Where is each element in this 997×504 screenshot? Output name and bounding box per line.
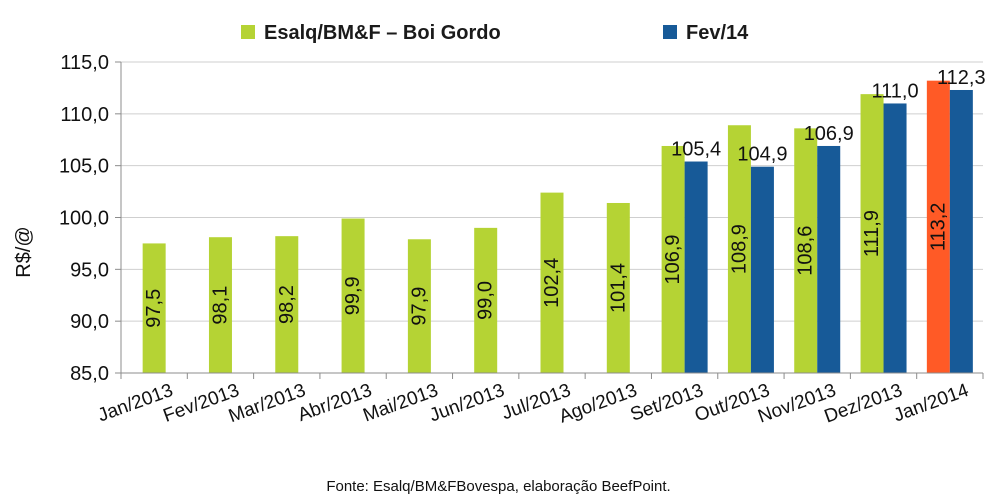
bar-esalq xyxy=(606,202,630,373)
bar-esalq xyxy=(860,94,884,374)
data-label-esalq: 99,0 xyxy=(475,281,497,320)
y-tick-label: 90,0 xyxy=(70,311,109,333)
y-tick-label: 85,0 xyxy=(70,363,109,385)
y-tick-label: 115,0 xyxy=(60,52,109,74)
legend: Esalq/BM&F – Boi Gordo Fev/14 xyxy=(241,22,749,44)
data-label-esalq: 98,2 xyxy=(276,285,298,324)
legend-label-esalq: Esalq/BM&F – Boi Gordo xyxy=(264,22,501,44)
data-label-esalq: 108,9 xyxy=(728,224,750,274)
x-tick-label: Abr/2013 xyxy=(295,380,375,426)
x-tick-label: Mai/2013 xyxy=(360,380,441,426)
y-tick-label: 95,0 xyxy=(70,259,109,281)
bar-esalq xyxy=(794,128,818,373)
data-label-esalq: 106,9 xyxy=(662,234,684,284)
legend-label-fev14: Fev/14 xyxy=(686,22,749,44)
data-label-esalq: 97,9 xyxy=(408,287,430,326)
data-label-esalq: 113,2 xyxy=(927,203,949,252)
value-labels: 97,5 98,1 98,2 99,9 97,9 99,0 102,4 101,4 106,9 1… xyxy=(143,67,985,328)
data-label-esalq: 111,9 xyxy=(861,210,883,257)
data-label-esalq: 108,6 xyxy=(795,226,817,276)
bar-fev14 xyxy=(684,161,708,373)
y-tick-label: 110,0 xyxy=(60,104,109,126)
data-label-esalq: 102,4 xyxy=(541,258,563,308)
bar-esalq xyxy=(341,218,365,373)
bar-esalq xyxy=(142,243,166,373)
bar-esalq xyxy=(474,227,498,373)
y-axis-ticks: 85,0 90,0 95,0 100,0 105,0 110,0 115,0 xyxy=(59,52,121,385)
data-label-esalq: 97,5 xyxy=(143,289,165,328)
bar-esalq xyxy=(727,125,751,373)
data-label-fev14: 111,0 xyxy=(871,80,918,102)
x-tick-label: Mar/2013 xyxy=(226,380,309,427)
bar-esalq xyxy=(540,192,564,373)
x-tick-label: Jan/2014 xyxy=(891,380,972,427)
x-tick-label: Jun/2013 xyxy=(427,380,508,426)
data-label-fev14: 105,4 xyxy=(671,139,721,161)
data-label-esalq: 101,4 xyxy=(607,263,629,313)
bar-esalq xyxy=(208,237,232,373)
bar-esalq xyxy=(275,236,299,373)
axes xyxy=(120,62,983,374)
legend-swatch-fev14 xyxy=(663,25,677,39)
x-axis-ticks: Jan/2013Fev/2013Mar/2013Abr/2013Mai/2013… xyxy=(95,373,984,428)
data-label-fev14: 104,9 xyxy=(737,144,787,166)
bar-esalq xyxy=(407,239,431,373)
bars xyxy=(142,80,973,374)
y-tick-label: 105,0 xyxy=(59,156,109,178)
y-axis-title: R$/@ xyxy=(13,226,35,277)
y-tick-label: 100,0 xyxy=(59,208,109,230)
data-label-fev14: 112,3 xyxy=(937,67,986,89)
bar-fev14 xyxy=(750,166,774,373)
source-note: Fonte: Esalq/BM&FBovespa, elaboração Bee… xyxy=(326,478,671,495)
x-tick-label: Jan/2013 xyxy=(95,380,176,426)
data-label-fev14: 106,9 xyxy=(804,123,854,145)
bar-fev14 xyxy=(949,89,973,374)
bar-fev14 xyxy=(817,145,841,373)
bar-esalq xyxy=(926,80,950,373)
legend-swatch-esalq xyxy=(241,25,255,39)
bar-fev14 xyxy=(883,103,907,373)
data-label-esalq: 98,1 xyxy=(209,286,231,325)
x-tick-label: Set/2013 xyxy=(628,380,707,426)
data-label-esalq: 99,9 xyxy=(342,276,364,315)
bar-esalq xyxy=(661,145,685,373)
